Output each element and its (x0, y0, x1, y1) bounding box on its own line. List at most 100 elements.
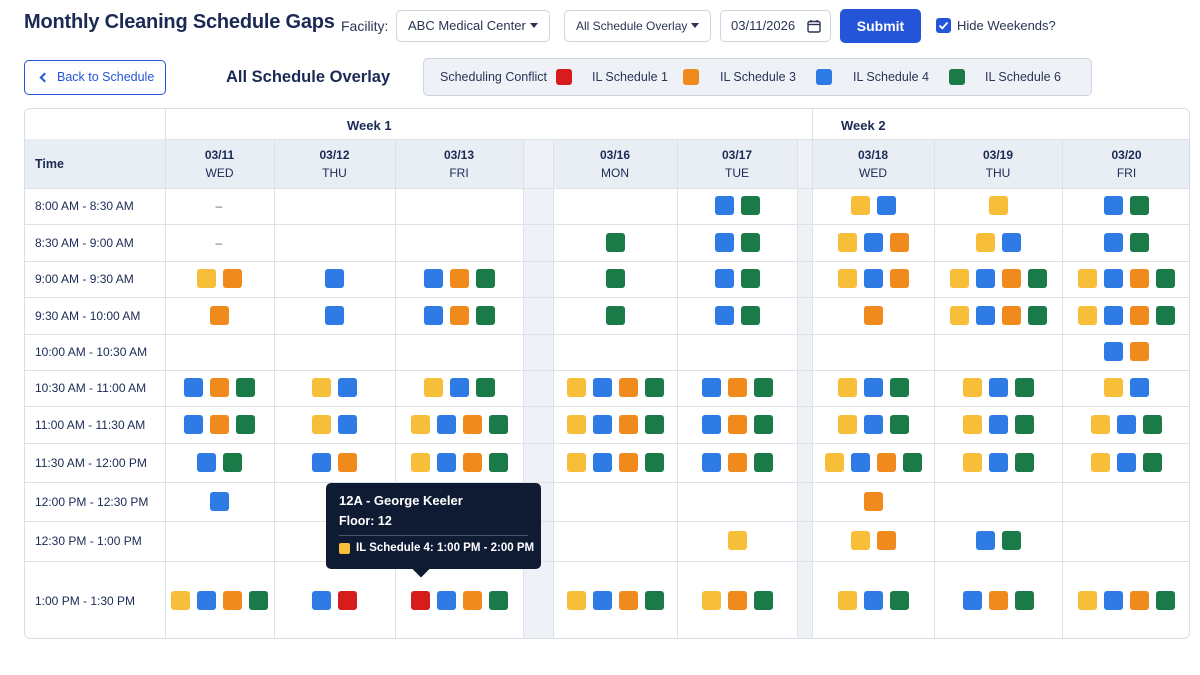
schedule-block-schedule-4[interactable] (741, 269, 760, 288)
schedule-block-schedule-3[interactable] (197, 591, 216, 610)
schedule-block-schedule-3[interactable] (593, 378, 612, 397)
schedule-block-schedule-6[interactable] (838, 378, 857, 397)
schedule-block-schedule-3[interactable] (864, 415, 883, 434)
schedule-block-schedule-4[interactable] (476, 378, 495, 397)
schedule-block-schedule-4[interactable] (1002, 531, 1021, 550)
schedule-block-schedule-3[interactable] (450, 378, 469, 397)
schedule-block-schedule-6[interactable] (838, 591, 857, 610)
schedule-block-schedule-3[interactable] (877, 196, 896, 215)
schedule-block-schedule-4[interactable] (236, 415, 255, 434)
schedule-block-schedule-1[interactable] (728, 378, 747, 397)
schedule-block-schedule-6[interactable] (1091, 415, 1110, 434)
schedule-block-schedule-4[interactable] (1156, 591, 1175, 610)
schedule-block-schedule-4[interactable] (741, 196, 760, 215)
schedule-block-schedule-4[interactable] (645, 415, 664, 434)
schedule-block-schedule-4[interactable] (1143, 415, 1162, 434)
schedule-block-schedule-3[interactable] (338, 415, 357, 434)
schedule-block-schedule-4[interactable] (645, 453, 664, 472)
schedule-block-schedule-3[interactable] (325, 306, 344, 325)
schedule-block-schedule-3[interactable] (851, 453, 870, 472)
schedule-block-schedule-3[interactable] (976, 306, 995, 325)
schedule-block-schedule-6[interactable] (728, 531, 747, 550)
schedule-block-schedule-4[interactable] (741, 233, 760, 252)
schedule-block-schedule-1[interactable] (1130, 342, 1149, 361)
schedule-block-schedule-4[interactable] (754, 378, 773, 397)
schedule-block-schedule-6[interactable] (567, 415, 586, 434)
schedule-block-schedule-3[interactable] (702, 378, 721, 397)
back-to-schedule-button[interactable]: Back to Schedule (24, 60, 166, 95)
schedule-block-schedule-3[interactable] (702, 453, 721, 472)
schedule-block-schedule-1[interactable] (463, 415, 482, 434)
schedule-block-schedule-4[interactable] (606, 306, 625, 325)
schedule-block-schedule-4[interactable] (476, 269, 495, 288)
schedule-block-schedule-3[interactable] (437, 453, 456, 472)
schedule-block-schedule-1[interactable] (463, 591, 482, 610)
schedule-block-schedule-1[interactable] (619, 415, 638, 434)
schedule-block-schedule-6[interactable] (851, 196, 870, 215)
schedule-block-schedule-3[interactable] (702, 415, 721, 434)
schedule-block-schedule-4[interactable] (754, 415, 773, 434)
hide-weekends-checkbox[interactable] (936, 18, 951, 33)
schedule-block-schedule-4[interactable] (741, 306, 760, 325)
schedule-block-schedule-1[interactable] (728, 415, 747, 434)
schedule-block-schedule-6[interactable] (1078, 591, 1097, 610)
schedule-block-conflict[interactable] (411, 591, 430, 610)
schedule-block-schedule-6[interactable] (312, 378, 331, 397)
schedule-block-schedule-3[interactable] (1104, 233, 1123, 252)
schedule-block-schedule-4[interactable] (489, 453, 508, 472)
schedule-block-schedule-3[interactable] (1104, 269, 1123, 288)
schedule-block-schedule-1[interactable] (1002, 306, 1021, 325)
schedule-block-schedule-3[interactable] (593, 453, 612, 472)
schedule-block-schedule-6[interactable] (1078, 269, 1097, 288)
schedule-block-schedule-4[interactable] (1015, 415, 1034, 434)
schedule-block-schedule-3[interactable] (976, 269, 995, 288)
schedule-block-schedule-6[interactable] (171, 591, 190, 610)
schedule-block-schedule-6[interactable] (197, 269, 216, 288)
schedule-block-schedule-4[interactable] (1130, 196, 1149, 215)
schedule-block-schedule-3[interactable] (1104, 342, 1123, 361)
schedule-block-schedule-6[interactable] (1078, 306, 1097, 325)
schedule-block-schedule-6[interactable] (825, 453, 844, 472)
schedule-block-schedule-3[interactable] (424, 269, 443, 288)
schedule-block-schedule-1[interactable] (619, 591, 638, 610)
schedule-block-schedule-6[interactable] (963, 415, 982, 434)
schedule-block-schedule-4[interactable] (754, 453, 773, 472)
schedule-block-schedule-3[interactable] (864, 378, 883, 397)
schedule-block-schedule-4[interactable] (1156, 306, 1175, 325)
schedule-block-schedule-1[interactable] (1002, 269, 1021, 288)
schedule-block-schedule-3[interactable] (424, 306, 443, 325)
schedule-block-schedule-3[interactable] (184, 378, 203, 397)
schedule-block-schedule-4[interactable] (1130, 233, 1149, 252)
schedule-block-schedule-3[interactable] (989, 415, 1008, 434)
schedule-block-schedule-4[interactable] (249, 591, 268, 610)
schedule-block-schedule-3[interactable] (1130, 378, 1149, 397)
schedule-block-schedule-4[interactable] (223, 453, 242, 472)
schedule-block-schedule-1[interactable] (619, 378, 638, 397)
submit-button[interactable]: Submit (840, 9, 921, 43)
schedule-block-schedule-1[interactable] (338, 453, 357, 472)
schedule-block-schedule-3[interactable] (864, 269, 883, 288)
schedule-block-schedule-3[interactable] (715, 269, 734, 288)
facility-select[interactable]: ABC Medical Center (396, 10, 550, 42)
date-input[interactable]: 03/11/2026 (720, 10, 831, 42)
schedule-block-schedule-4[interactable] (489, 591, 508, 610)
schedule-block-schedule-4[interactable] (645, 378, 664, 397)
schedule-block-schedule-3[interactable] (976, 531, 995, 550)
schedule-block-schedule-6[interactable] (411, 415, 430, 434)
schedule-block-schedule-3[interactable] (197, 453, 216, 472)
schedule-block-schedule-6[interactable] (963, 453, 982, 472)
schedule-block-schedule-3[interactable] (864, 591, 883, 610)
schedule-block-schedule-4[interactable] (1156, 269, 1175, 288)
schedule-block-schedule-4[interactable] (236, 378, 255, 397)
schedule-block-conflict[interactable] (338, 591, 357, 610)
schedule-block-schedule-3[interactable] (715, 306, 734, 325)
schedule-block-schedule-1[interactable] (223, 591, 242, 610)
schedule-block-schedule-3[interactable] (715, 233, 734, 252)
schedule-block-schedule-1[interactable] (1130, 591, 1149, 610)
schedule-block-schedule-3[interactable] (338, 378, 357, 397)
schedule-block-schedule-1[interactable] (463, 453, 482, 472)
schedule-block-schedule-6[interactable] (838, 233, 857, 252)
schedule-block-schedule-6[interactable] (702, 591, 721, 610)
schedule-block-schedule-1[interactable] (728, 453, 747, 472)
schedule-block-schedule-6[interactable] (312, 415, 331, 434)
